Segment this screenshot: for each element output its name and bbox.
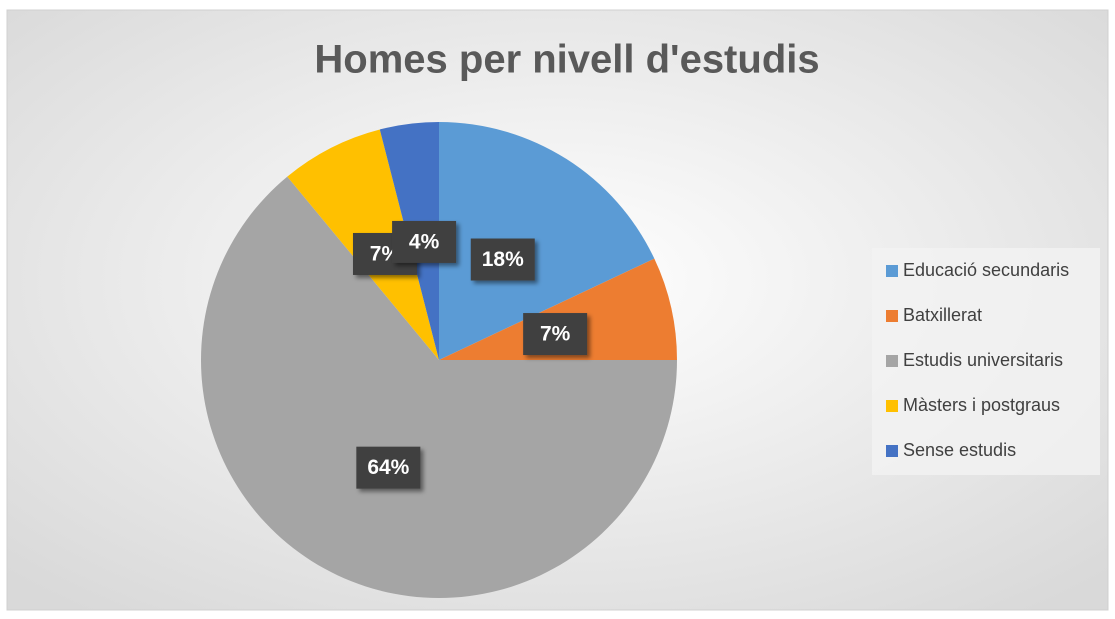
pie-slice [439,122,655,360]
data-label: 18% [482,248,524,271]
data-label: 7% [540,323,571,346]
data-label: 64% [367,456,409,479]
legend-swatch [886,310,898,322]
legend-label: Sense estudis [903,440,1016,460]
data-label-box [356,446,421,489]
pie-slice [201,176,677,598]
data-label-box [392,220,457,263]
legend-label: Estudis universitaris [903,350,1063,370]
legend-label: Batxillerat [903,305,982,325]
legend-swatch [886,445,898,457]
data-label: 4% [409,230,440,253]
data-label-box [470,238,535,281]
legend-label: Educació secundaris [903,260,1069,280]
chart-title: Homes per nivell d'estudis [314,38,819,82]
legend-swatch [886,400,898,412]
legend [872,248,1100,475]
legend-swatch [886,265,898,277]
legend-swatch [886,355,898,367]
legend-label: Màsters i postgraus [903,395,1060,415]
pie-slice [439,258,677,360]
data-label-box [523,313,588,356]
